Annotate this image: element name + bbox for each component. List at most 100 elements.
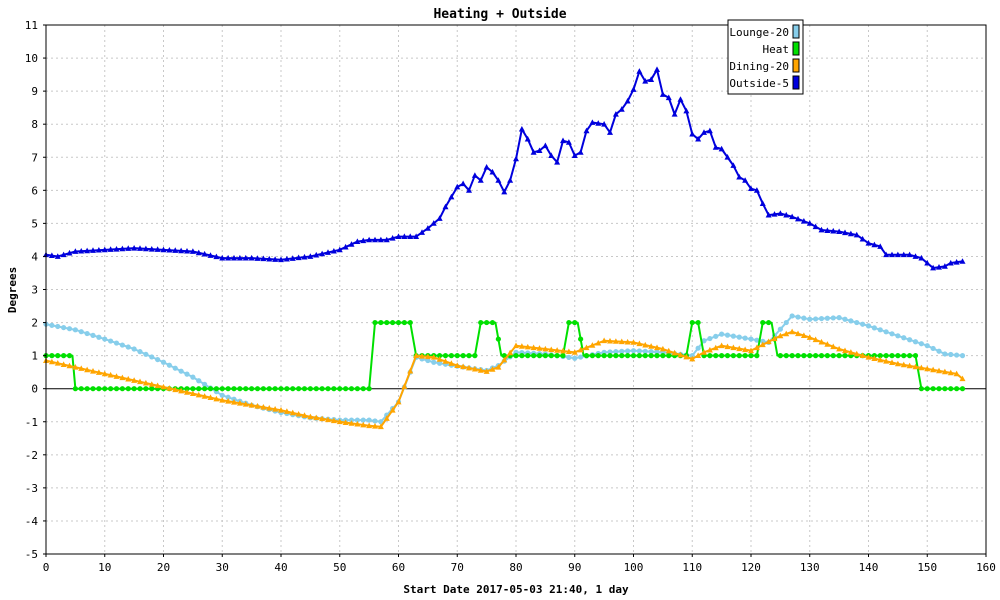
data-point-outside-5 — [330, 247, 337, 254]
data-point-outside-5 — [830, 227, 837, 234]
data-point-heat — [454, 353, 460, 359]
data-point-dining-20 — [518, 343, 525, 349]
data-point-outside-5 — [524, 135, 531, 142]
data-point-outside-5 — [436, 215, 443, 221]
data-point-outside-5 — [630, 86, 637, 92]
data-point-heat — [325, 386, 331, 392]
data-point-heat — [401, 319, 407, 326]
data-point-lounge-20 — [578, 354, 584, 360]
data-point-outside-5 — [407, 233, 414, 239]
data-point-heat — [284, 386, 290, 392]
data-point-dining-20 — [836, 345, 843, 352]
data-point-lounge-20 — [425, 357, 431, 364]
data-point-lounge-20 — [883, 329, 889, 335]
data-point-dining-20 — [424, 353, 431, 360]
data-point-outside-5 — [906, 251, 913, 258]
data-point-lounge-20 — [719, 331, 725, 337]
data-point-lounge-20 — [907, 337, 913, 343]
data-point-heat — [889, 353, 895, 359]
data-point-dining-20 — [483, 368, 490, 374]
data-point-dining-20 — [460, 363, 467, 370]
data-point-heat — [613, 353, 619, 359]
data-point-heat — [648, 353, 654, 359]
data-point-dining-20 — [489, 366, 496, 372]
data-point-lounge-20 — [877, 327, 883, 333]
data-point-heat — [202, 386, 208, 392]
data-point-dining-20 — [372, 423, 378, 429]
data-point-heat — [601, 353, 607, 359]
data-point-lounge-20 — [948, 351, 954, 358]
y-tick-label: 6 — [31, 184, 38, 197]
data-point-lounge-20 — [648, 349, 654, 355]
data-point-outside-5 — [483, 163, 490, 170]
data-point-outside-5 — [601, 120, 608, 127]
data-point-outside-5 — [372, 236, 378, 243]
data-point-dining-20 — [219, 397, 226, 403]
data-point-outside-5 — [706, 127, 713, 134]
data-point-dining-20 — [72, 363, 79, 370]
data-point-dining-20 — [959, 375, 966, 382]
data-point-dining-20 — [513, 342, 519, 349]
data-point-dining-20 — [789, 328, 796, 335]
data-point-dining-20 — [260, 404, 267, 410]
data-point-heat — [595, 353, 601, 359]
y-tick-label: 11 — [25, 19, 38, 32]
data-point-outside-5 — [671, 111, 678, 117]
data-point-dining-20 — [565, 348, 572, 355]
data-point-dining-20 — [172, 386, 179, 393]
data-point-dining-20 — [90, 367, 96, 374]
data-point-outside-5 — [824, 227, 831, 233]
data-point-heat — [55, 353, 61, 359]
data-point-dining-20 — [571, 349, 578, 355]
data-point-heat — [437, 353, 443, 359]
data-point-dining-20 — [448, 360, 455, 366]
data-point-heat — [343, 386, 349, 392]
data-point-outside-5 — [107, 246, 114, 252]
data-point-outside-5 — [947, 259, 954, 266]
y-tick-label: -4 — [25, 515, 39, 528]
data-point-heat — [836, 353, 842, 359]
y-tick-label: 5 — [31, 217, 38, 230]
data-point-lounge-20 — [190, 374, 196, 380]
data-point-outside-5 — [777, 210, 784, 216]
data-point-dining-20 — [894, 360, 901, 367]
data-point-lounge-20 — [55, 323, 61, 330]
data-point-dining-20 — [348, 420, 355, 426]
data-point-lounge-20 — [959, 353, 966, 359]
data-point-dining-20 — [659, 345, 666, 352]
data-point-lounge-20 — [824, 315, 830, 321]
data-point-heat — [783, 353, 789, 359]
data-point-dining-20 — [777, 332, 784, 339]
data-point-outside-5 — [90, 247, 96, 253]
data-point-lounge-20 — [748, 336, 754, 342]
y-tick-label: 3 — [31, 284, 38, 297]
data-point-heat — [442, 353, 449, 359]
data-point-outside-5 — [548, 152, 555, 158]
data-point-heat — [119, 386, 125, 392]
data-point-outside-5 — [859, 235, 866, 242]
data-point-outside-5 — [172, 247, 179, 253]
data-point-lounge-20 — [202, 381, 208, 387]
data-point-dining-20 — [624, 338, 631, 345]
data-point-outside-5 — [560, 137, 566, 144]
data-point-heat — [689, 319, 695, 326]
data-point-lounge-20 — [860, 321, 866, 327]
y-tick-label: 10 — [25, 52, 38, 65]
data-point-lounge-20 — [789, 313, 795, 319]
data-point-lounge-20 — [801, 315, 807, 321]
data-point-lounge-20 — [437, 360, 443, 366]
data-point-outside-5 — [518, 125, 525, 132]
data-point-outside-5 — [354, 238, 361, 244]
data-point-lounge-20 — [149, 354, 155, 360]
data-point-heat — [489, 319, 496, 326]
data-point-heat — [472, 353, 478, 359]
data-point-heat — [207, 386, 214, 392]
data-point-outside-5 — [812, 223, 819, 230]
data-point-outside-5 — [113, 245, 120, 252]
data-point-heat — [213, 386, 219, 392]
data-point-dining-20 — [689, 355, 696, 362]
data-point-dining-20 — [207, 394, 214, 401]
data-point-lounge-20 — [184, 371, 190, 377]
data-point-dining-20 — [947, 369, 954, 376]
data-point-heat — [807, 353, 813, 359]
